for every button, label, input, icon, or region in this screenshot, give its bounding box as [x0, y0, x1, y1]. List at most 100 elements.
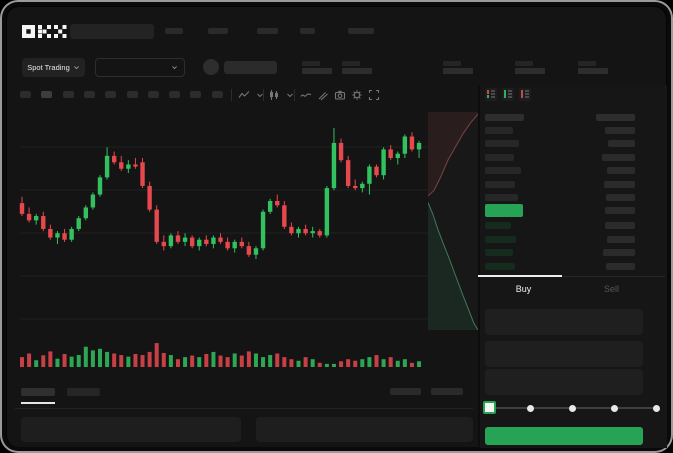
ask-row-price[interactable] — [485, 153, 514, 161]
bid-row-price[interactable] — [485, 222, 511, 229]
toolbar-separator — [263, 89, 264, 101]
ask-row-price[interactable] — [485, 167, 521, 175]
okx-logo[interactable] — [22, 24, 68, 39]
bid-row-price[interactable] — [485, 249, 513, 257]
bottom-divider — [15, 408, 473, 409]
ask-row-price[interactable] — [485, 180, 515, 188]
timeframe-slot-9[interactable] — [190, 91, 202, 98]
bid-row-price[interactable] — [485, 235, 516, 243]
market-type-label: Spot Trading — [27, 63, 70, 72]
nav-item-placeholder-1[interactable] — [165, 28, 183, 34]
timeframe-slot-4[interactable] — [83, 91, 95, 98]
timeframe-slot-2[interactable] — [41, 91, 53, 98]
slider-stop-3[interactable] — [568, 404, 576, 412]
draw-icon[interactable] — [317, 89, 329, 101]
stat-value-4 — [515, 68, 545, 74]
bottom-tab-order-history[interactable] — [67, 388, 100, 396]
ask-row-price[interactable] — [485, 127, 513, 134]
timeframe-slot-1[interactable] — [20, 91, 31, 98]
slider-stop-5[interactable] — [652, 404, 660, 412]
candlestick-chart[interactable] — [18, 108, 433, 373]
stat-value-2 — [342, 68, 372, 74]
timeframe-slot-7[interactable] — [147, 91, 159, 98]
fullscreen-icon[interactable] — [368, 89, 380, 101]
nav-item-placeholder-3[interactable] — [257, 28, 278, 34]
pair-name-placeholder — [224, 61, 277, 74]
ask-row-amount — [606, 194, 635, 201]
bid-row-price[interactable] — [485, 262, 515, 270]
ask-row-amount — [608, 140, 635, 148]
orderbook-header-amount — [596, 114, 635, 121]
book-icon-bar — [487, 90, 489, 94]
amount-input[interactable] — [485, 341, 643, 367]
nav-item-placeholder-5[interactable] — [348, 28, 374, 34]
camera-icon[interactable] — [334, 89, 346, 101]
bid-row-amount — [606, 262, 635, 270]
bottom-active-tab-indicator — [21, 402, 55, 404]
chevron-down-icon — [172, 66, 177, 70]
chevron-down-icon[interactable] — [254, 89, 266, 101]
bottom-action-1[interactable] — [390, 388, 421, 395]
chevron-down-icon[interactable] — [284, 89, 296, 101]
timeframe-slot-10[interactable] — [211, 91, 223, 98]
tab-sell[interactable]: Sell — [603, 284, 619, 294]
bottom-tab-open-orders[interactable] — [21, 388, 55, 396]
pair-selector-dropdown[interactable] — [95, 58, 185, 77]
ask-row-amount — [602, 153, 635, 161]
total-input[interactable] — [485, 369, 643, 395]
amount-slider-handle[interactable] — [483, 401, 496, 414]
chevron-down-icon — [73, 66, 79, 70]
book-bids-only-icon[interactable] — [502, 88, 514, 101]
timeframe-slot-8[interactable] — [169, 91, 181, 98]
stat-label-2 — [342, 61, 360, 66]
ask-row-price[interactable] — [485, 194, 518, 201]
candle-style-icon[interactable] — [268, 89, 280, 101]
stat-value-3 — [443, 68, 473, 74]
stat-value-1 — [302, 68, 332, 74]
last-price-highlight[interactable] — [485, 204, 523, 217]
indicators-icon[interactable] — [238, 89, 250, 101]
book-icon-bar — [521, 90, 523, 98]
orders-empty-panel — [21, 417, 241, 442]
settings-icon[interactable] — [351, 89, 363, 101]
pair-logo-avatar[interactable] — [203, 59, 219, 75]
stat-label-1 — [302, 61, 320, 66]
line-style-icon[interactable] — [300, 89, 312, 101]
stat-label-4 — [515, 61, 533, 66]
book-icon-bar — [504, 90, 506, 98]
market-type-selector[interactable]: Spot Trading — [22, 58, 85, 77]
tabs-divider — [478, 276, 665, 277]
tab-buy[interactable]: Buy — [515, 284, 532, 294]
bid-row-amount — [605, 222, 635, 229]
toolbar-separator — [294, 89, 295, 101]
nav-item-placeholder-2[interactable] — [208, 28, 228, 34]
stat-label-5 — [578, 61, 596, 66]
stat-label-3 — [443, 61, 461, 66]
slider-stop-4[interactable] — [610, 404, 618, 412]
depth-profile-panel — [428, 112, 478, 330]
book-icon-bar — [487, 94, 489, 98]
book-asks-only-icon[interactable] — [519, 88, 531, 101]
price-input[interactable] — [485, 309, 643, 335]
book-split-icon[interactable] — [485, 88, 497, 101]
nav-item-placeholder-4[interactable] — [300, 28, 315, 34]
bid-row-amount — [607, 235, 635, 243]
slider-stop-2[interactable] — [526, 404, 534, 412]
bid-row-amount — [603, 249, 635, 257]
search-input[interactable] — [70, 24, 154, 39]
timeframe-slot-5[interactable] — [105, 91, 117, 98]
timeframe-slot-6[interactable] — [126, 91, 138, 98]
ask-row-price[interactable] — [485, 140, 519, 148]
ask-row-amount — [605, 127, 635, 134]
history-empty-panel — [256, 417, 473, 442]
mid-row-amount — [605, 207, 635, 214]
toolbar-separator — [231, 89, 232, 101]
active-tab-indicator — [478, 275, 562, 277]
timeframe-slot-3[interactable] — [62, 91, 74, 98]
ask-row-amount — [604, 180, 635, 188]
buy-submit-button[interactable] — [485, 427, 643, 445]
orderbook-header-price — [485, 114, 524, 121]
stat-value-5 — [578, 68, 608, 74]
bottom-action-2[interactable] — [431, 388, 463, 395]
